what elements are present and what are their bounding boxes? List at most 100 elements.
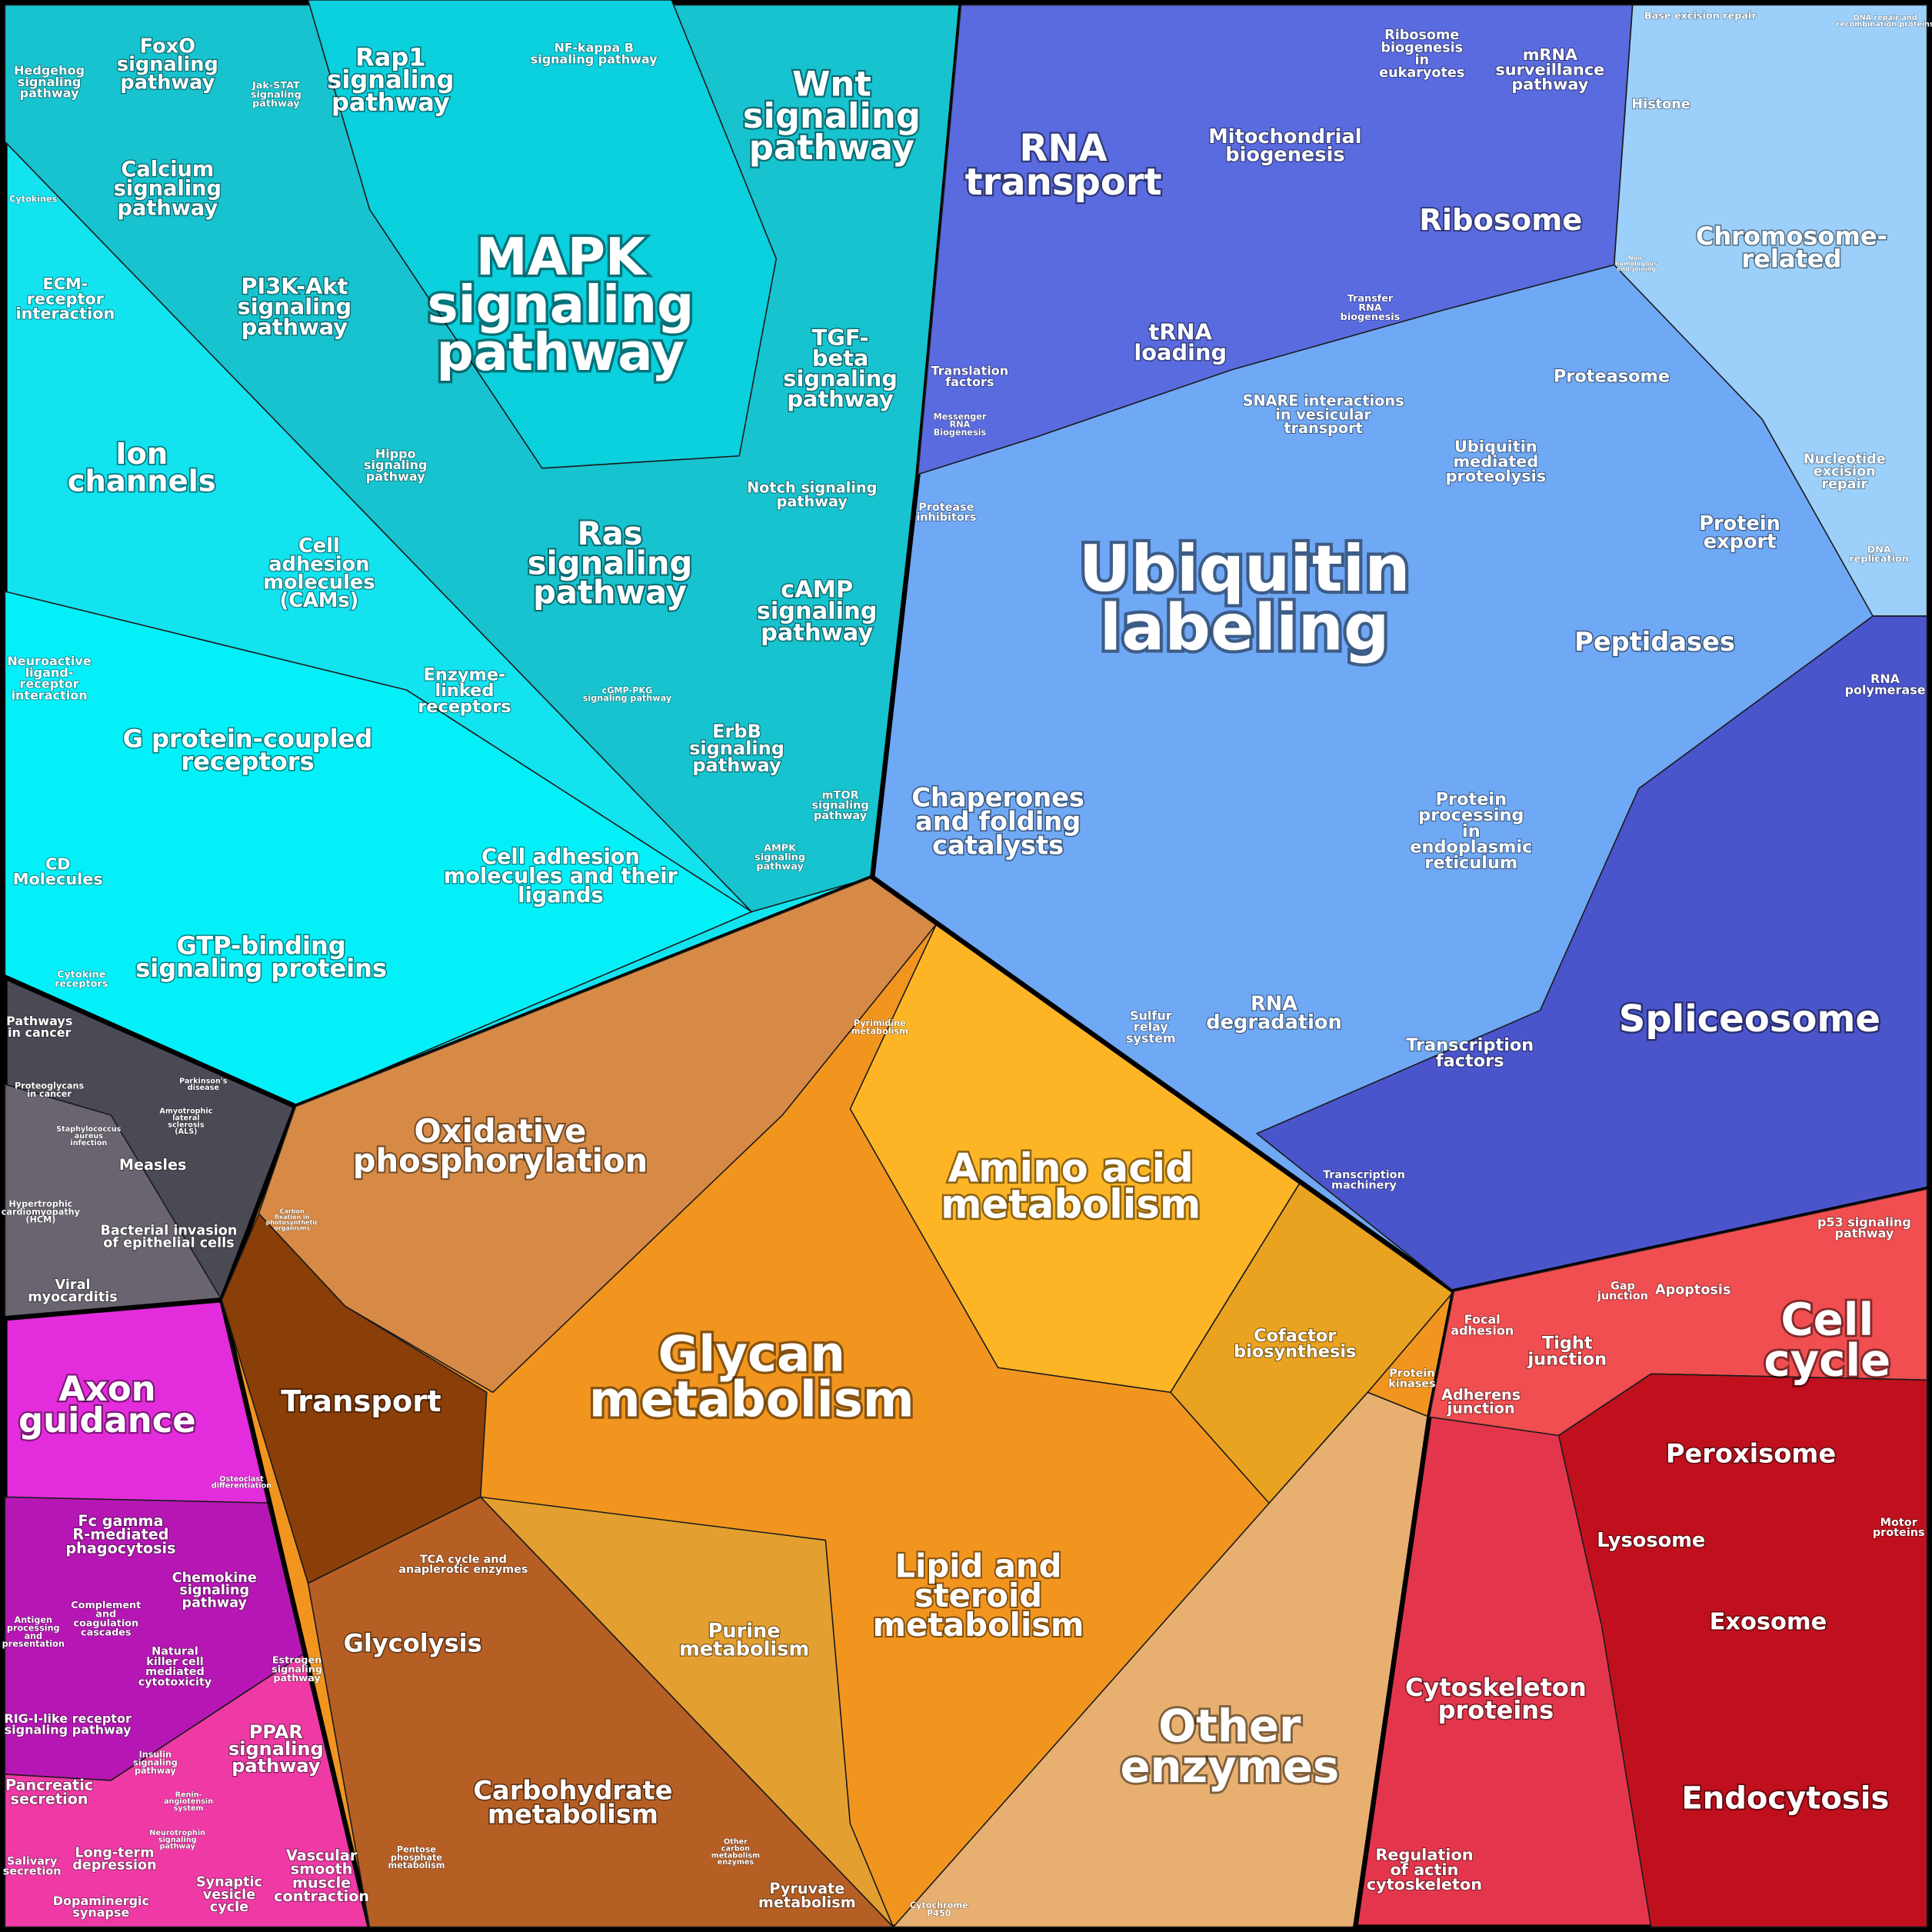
region-label: PI3K-Akt	[241, 273, 348, 299]
region-label: DNA repair and	[1854, 14, 1917, 22]
region-label: signaling	[428, 275, 695, 335]
region-label: signaling	[743, 95, 921, 136]
region-label: signaling	[811, 800, 868, 812]
region-label: biogenesis	[1381, 40, 1463, 55]
region-label: disease	[188, 1084, 220, 1092]
region-label: Biogenesis	[934, 428, 987, 438]
region-label: transport	[1284, 419, 1362, 437]
region-label: in	[1462, 821, 1481, 841]
region-label: Transfer	[1347, 293, 1394, 305]
region-label: signaling proteins	[135, 954, 387, 983]
region-label: homologous	[1615, 260, 1657, 267]
region-label: differentiation	[212, 1482, 271, 1491]
region-label: molecules and their	[444, 864, 678, 888]
region-label: Proteoglycans	[15, 1081, 84, 1091]
region-label: DNA	[1867, 545, 1890, 556]
region-label: cytotoxicity	[138, 1676, 212, 1688]
region-label: junction	[1597, 1291, 1648, 1303]
region-label: end-joining	[1617, 266, 1656, 273]
region-label: surveillance	[1495, 60, 1604, 78]
region-label: Ribosome	[1419, 203, 1582, 238]
region-label: metabolism	[589, 1371, 914, 1428]
region-label: pathway	[366, 469, 425, 484]
region-label: loading	[1134, 339, 1227, 365]
region-label: catalysts	[932, 831, 1064, 861]
region-label: signaling	[754, 852, 805, 864]
region-label: excision	[1814, 465, 1876, 480]
region-label: Other	[724, 1838, 748, 1847]
region-label: Lysosome	[1597, 1529, 1705, 1552]
region-label: myocarditis	[28, 1290, 118, 1305]
region-label: RNA	[950, 420, 971, 430]
region-label: proteins	[1873, 1527, 1925, 1539]
region-label: cAMP	[781, 577, 853, 604]
region-label: signaling pathway	[5, 1723, 132, 1737]
region-label: metabolism	[851, 1026, 908, 1036]
region-label: CD	[45, 855, 71, 874]
region-label: pathway	[160, 1843, 196, 1851]
region-label: interaction	[11, 688, 87, 702]
region-label: junction	[1527, 1349, 1607, 1369]
region-label: P450	[927, 1908, 951, 1918]
region-label: ErbB	[712, 721, 761, 742]
region-label: Protein	[1389, 1367, 1434, 1380]
region-label: Ubiquitin	[1079, 531, 1411, 606]
region-label: Purine	[708, 1620, 781, 1643]
region-label: RNA	[1251, 993, 1297, 1016]
region-label: Notch signaling	[747, 479, 877, 497]
region-label: mediated	[1453, 452, 1538, 471]
region-label: system	[174, 1804, 204, 1813]
region-label: machinery	[1331, 1179, 1397, 1191]
region-label: signaling	[158, 1836, 197, 1844]
region-label: pathway	[749, 127, 914, 168]
region-label: Bacterial invasion	[100, 1223, 237, 1238]
region-label: (HCM)	[25, 1215, 55, 1225]
region-label: pathway	[761, 620, 873, 647]
region-label: pathway	[20, 86, 79, 101]
region-label: signaling pathway	[583, 694, 672, 704]
region-label: Non-	[1628, 255, 1644, 261]
region-label: and folding	[915, 807, 1081, 837]
region-label: channels	[68, 465, 216, 499]
region-label: metabolism	[388, 1860, 445, 1870]
region-label: receptors	[181, 747, 314, 776]
region-label: RIG-I-like receptor	[4, 1711, 132, 1726]
region-label: Cytokines	[9, 195, 57, 205]
region-label: pathway	[777, 492, 848, 510]
region-label: labeling	[1100, 591, 1390, 665]
region-label: signaling	[271, 1664, 322, 1675]
region-label: repair	[1821, 477, 1867, 492]
region-label: molecules	[263, 571, 375, 594]
region-label: Neuroactive	[7, 654, 91, 668]
region-label: Cytochrome	[910, 1900, 968, 1910]
region-label: muscle	[292, 1874, 351, 1891]
region-label: endoplasmic	[1410, 838, 1532, 858]
region-label: biogenesis	[1341, 311, 1401, 323]
region-label: angiotensin	[164, 1797, 213, 1806]
region-label: coagulation	[73, 1617, 138, 1629]
region-label: Insulin	[139, 1750, 172, 1760]
region-label: Amyotrophic	[159, 1108, 212, 1116]
region-label: Antigen	[15, 1615, 52, 1625]
region-label: in cancer	[27, 1089, 72, 1099]
region-label: Peptidases	[1574, 627, 1735, 657]
region-label: p53 signaling	[1817, 1214, 1911, 1229]
region-label: Transcription	[1323, 1169, 1405, 1181]
region-label: signaling	[117, 53, 218, 76]
region-label: cascades	[81, 1627, 132, 1638]
region-label: Apoptosis	[1655, 1282, 1730, 1297]
region-label: of epithelial cells	[103, 1236, 234, 1251]
region-label: metabolism	[758, 1894, 856, 1911]
region-label: pathway	[182, 1595, 247, 1611]
region-label: Calcium	[121, 158, 214, 182]
endocrine-subregion	[4, 1650, 371, 1928]
region-label: Cell	[1780, 1293, 1874, 1345]
region-label: proteolysis	[1446, 467, 1546, 485]
purine-subregion	[479, 1496, 894, 1928]
region-label: Peroxisome	[1666, 1439, 1836, 1469]
region-label: Adherens	[1441, 1386, 1521, 1404]
region-label: Messenger	[934, 411, 987, 421]
region-label: RNA	[1870, 671, 1900, 686]
region-label: signaling	[689, 738, 784, 759]
